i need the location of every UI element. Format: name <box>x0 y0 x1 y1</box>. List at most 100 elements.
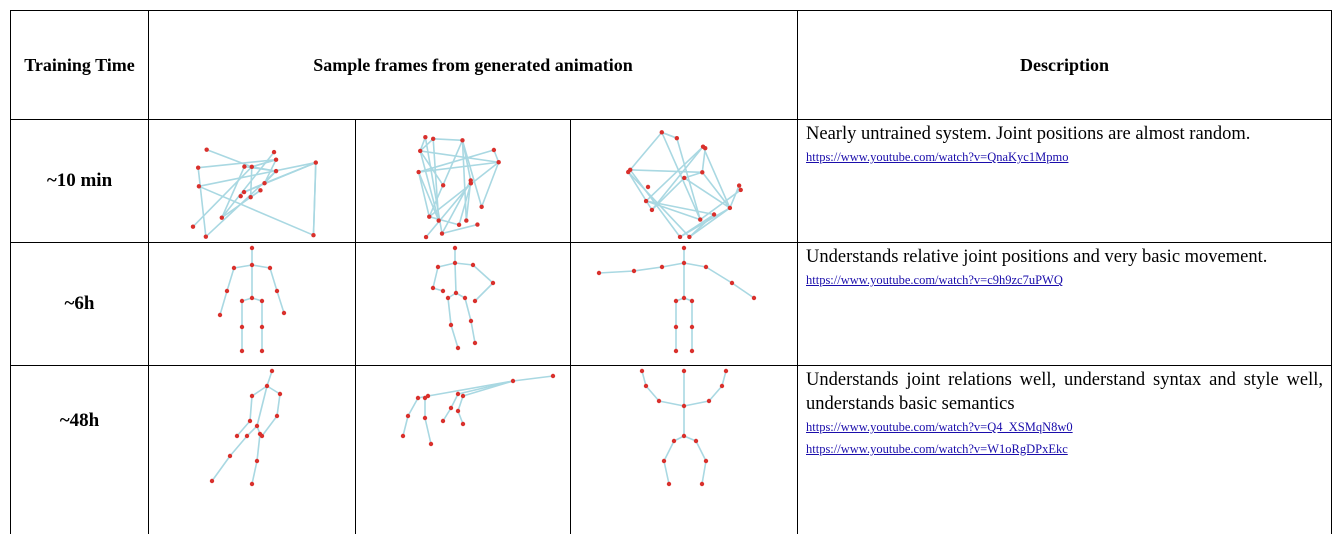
joint <box>436 218 441 223</box>
bone <box>425 182 472 238</box>
video-link[interactable]: https://www.youtube.com/watch?v=Q4_XSMqN… <box>806 420 1073 434</box>
bone <box>419 150 440 221</box>
bone <box>419 136 427 152</box>
joint <box>448 405 454 411</box>
bone <box>705 266 733 284</box>
joint <box>475 222 480 227</box>
frame-cell <box>148 119 356 243</box>
joint <box>271 149 277 155</box>
joint <box>687 234 692 240</box>
bone <box>432 138 440 221</box>
video-link[interactable]: https://www.youtube.com/watch?v=W1oRgDPx… <box>806 442 1068 456</box>
bone <box>661 262 685 268</box>
joint <box>671 438 677 444</box>
bone <box>428 161 500 218</box>
bone <box>457 410 464 425</box>
row: ~48h Understands joint relations well, u… <box>10 365 1332 534</box>
description: Nearly untrained system. Joint positions… <box>806 124 1251 144</box>
joint <box>267 265 273 271</box>
joint <box>435 264 441 270</box>
bone <box>249 395 253 422</box>
bone <box>198 161 316 188</box>
joint <box>257 431 263 437</box>
animation-frame <box>190 147 318 239</box>
joint <box>703 264 709 270</box>
bone <box>461 140 468 221</box>
joint <box>277 391 283 397</box>
frame-cell <box>355 242 571 366</box>
joint <box>472 340 478 346</box>
joint <box>698 217 703 222</box>
video-link[interactable]: https://www.youtube.com/watch?v=c9h9zc7u… <box>806 273 1063 287</box>
bone <box>447 297 452 326</box>
bone <box>246 425 258 437</box>
joint <box>455 391 461 397</box>
joint <box>711 212 717 217</box>
header-cell: Training Time <box>10 10 149 120</box>
frame-cell <box>148 242 356 366</box>
description-cell: Understands relative joint positions and… <box>797 242 1332 366</box>
bone <box>256 433 261 462</box>
bone <box>512 375 554 382</box>
joint <box>258 188 263 193</box>
bone <box>462 380 514 397</box>
bone <box>658 400 685 407</box>
joint <box>219 215 225 220</box>
joint <box>460 393 466 399</box>
bone <box>427 380 514 397</box>
bone <box>407 397 419 417</box>
joint <box>681 260 687 266</box>
joint <box>224 288 230 294</box>
frame-cell <box>570 242 798 366</box>
bone <box>474 282 494 302</box>
bone <box>269 267 278 292</box>
description: Understands relative joint positions and… <box>806 247 1268 267</box>
joint <box>249 393 255 399</box>
joint <box>249 262 255 268</box>
joint <box>490 280 496 286</box>
bone <box>229 435 248 457</box>
joint <box>430 285 436 291</box>
joint <box>456 222 462 228</box>
bone <box>454 262 474 266</box>
bone <box>645 146 704 202</box>
bone <box>683 262 707 268</box>
joint <box>453 290 459 296</box>
bone <box>266 370 273 387</box>
joint <box>703 458 709 464</box>
joint <box>689 348 695 354</box>
bone <box>276 290 285 314</box>
joint <box>723 368 729 374</box>
joint <box>681 433 687 439</box>
joint <box>464 218 469 223</box>
time-cell: ~48h <box>10 365 149 534</box>
joint <box>510 378 516 384</box>
bone <box>219 290 228 316</box>
bone <box>419 138 434 152</box>
joint <box>249 164 254 170</box>
bone <box>629 131 663 171</box>
joint <box>248 194 253 200</box>
joint <box>736 183 742 188</box>
joint <box>659 130 664 135</box>
joint <box>656 398 662 404</box>
bone <box>661 131 678 139</box>
animation-frame <box>400 373 556 447</box>
row: ~6h Understands relative joint positions… <box>10 242 1332 366</box>
bone <box>454 262 457 294</box>
joint <box>311 232 316 238</box>
joint <box>479 204 484 210</box>
video-link[interactable]: https://www.youtube.com/watch?v=QnaKyc1M… <box>806 150 1069 164</box>
joint <box>661 458 667 464</box>
frame-cell <box>355 365 571 534</box>
joint <box>231 265 237 271</box>
bone <box>701 148 707 173</box>
bone <box>251 460 258 485</box>
joint <box>195 165 201 170</box>
bone <box>236 420 251 437</box>
joint <box>659 264 665 270</box>
bone <box>197 167 207 237</box>
joint <box>254 458 260 464</box>
joint <box>468 318 474 324</box>
